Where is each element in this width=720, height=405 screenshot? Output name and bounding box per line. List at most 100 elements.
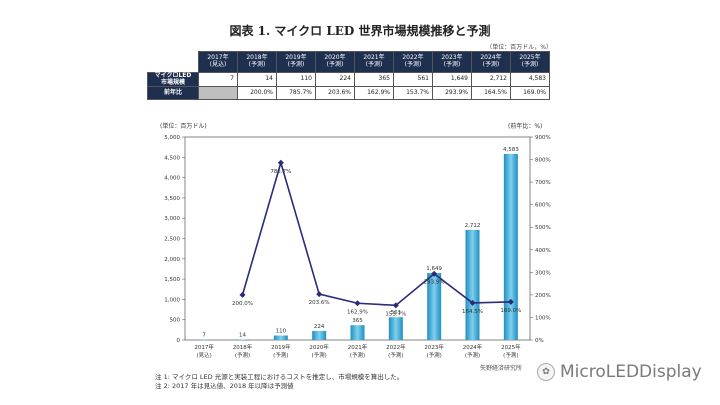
table-year-header: 2017年 (見込): [198, 51, 238, 73]
x-tick-label: 2020年: [309, 343, 329, 351]
wechat-icon: ✿: [537, 363, 555, 381]
y-right-axis-label: (前年比：%): [508, 122, 542, 130]
table-row: マイクロLED 市場規模 7 14 110 224 365 561 1,649 2,712 4,…: [147, 71, 550, 88]
yoy-point: [239, 291, 246, 298]
source-label: 矢野経済研究所: [480, 365, 523, 372]
table-year-header: 2018年 (予測): [237, 51, 277, 73]
x-tick-label: 2023年: [424, 343, 444, 351]
yoy-value-label: 153.7%: [385, 311, 406, 317]
table-cell-market: 1,649: [432, 71, 472, 88]
y-right-tick-label: 800%: [535, 158, 551, 164]
x-tick-sublabel: (予測): [388, 351, 403, 359]
x-tick-sublabel: (予測): [312, 351, 327, 359]
bar-value-label: 110: [276, 329, 287, 335]
yoy-point: [354, 300, 361, 307]
bar: [503, 153, 518, 340]
table-year-header: 2025年 (予測): [510, 51, 550, 73]
yoy-value-label: 162.9%: [347, 309, 368, 315]
bar-value-label: 561: [391, 310, 402, 316]
note-2: 注 2: 2017 年は見込値、2018 年以降は予測値: [155, 382, 294, 390]
y-left-tick-label: 5,000: [164, 135, 180, 141]
yoy-point: [277, 159, 284, 166]
table-header-row: 2017年 (見込) 2018年 (予測) 2019年 (予測) 2020年 (予測) 2021…: [147, 51, 550, 73]
x-tick-label: 2018年: [233, 343, 253, 351]
bar-value-label: 2,712: [465, 223, 481, 229]
y-left-axis-label: (単位：百万ドル): [160, 122, 207, 130]
yoy-value-label: 200.0%: [232, 301, 253, 307]
bar: [235, 339, 250, 340]
yoy-point: [469, 299, 476, 306]
bar-value-label: 14: [239, 332, 246, 338]
yoy-line: [241, 159, 511, 307]
bar-value-label: 224: [314, 324, 325, 330]
table-cell-market: 224: [315, 71, 355, 88]
y-right-tick-label: 100%: [535, 315, 551, 321]
y-left-tick-label: 4,000: [164, 176, 180, 182]
bar: [465, 229, 480, 340]
y-left-tick-label: 4,500: [164, 155, 180, 161]
row-label-yoy: 前年比: [147, 86, 199, 101]
x-tick-label: 2019年: [271, 343, 291, 351]
yoy-point: [392, 302, 399, 309]
y-right-tick-label: 900%: [535, 135, 551, 141]
bar: [388, 317, 403, 340]
x-tick-sublabel: (予測): [235, 351, 250, 359]
yoy-value-label: 785.7%: [270, 169, 291, 175]
bar-value-label: 4,583: [503, 147, 519, 153]
y-left-tick-label: 0: [177, 338, 181, 344]
yoy-value-label: 164.5%: [462, 309, 483, 315]
yoy-point: [507, 298, 514, 305]
bar: [350, 325, 365, 340]
watermark-text: MicroLEDDisplay: [560, 362, 702, 382]
x-tick-sublabel: (予測): [273, 351, 288, 359]
y-left-tick-label: 1,500: [164, 277, 180, 283]
y-right-tick-label: 0%: [535, 338, 544, 344]
table-year-header: 2020年 (予測): [315, 51, 355, 73]
row-label-market: マイクロLED 市場規模: [147, 71, 199, 88]
table-unit-label: （単位：百万ドル，%）: [486, 44, 552, 51]
bar: [312, 330, 327, 340]
table-cell-yoy: 293.9%: [432, 86, 472, 101]
y-right-tick-label: 500%: [535, 225, 551, 231]
x-tick-label: 2022年: [386, 343, 406, 351]
bar: [197, 339, 212, 341]
table-cell-yoy: [198, 86, 238, 101]
yoy-point: [316, 291, 323, 298]
yoy-point: [431, 270, 438, 277]
yoy-value-label: 169.0%: [500, 308, 521, 314]
y-left-tick-label: 2,000: [164, 257, 180, 263]
y-right-tick-label: 600%: [535, 203, 551, 209]
x-tick-label: 2024年: [463, 343, 483, 351]
bar: [273, 335, 288, 340]
table-year-header: 2019年 (予測): [276, 51, 316, 73]
data-table: 2017年 (見込) 2018年 (予測) 2019年 (予測) 2020年 (予測) 2021…: [147, 51, 550, 101]
y-left-tick-label: 2,500: [164, 237, 180, 243]
x-tick-sublabel: (見込): [197, 351, 212, 359]
y-right-tick-label: 200%: [535, 293, 551, 299]
note-1: 注 1: マイクロ LED 光源と実装工程におけるコストを推定し、市場規模を算出…: [155, 373, 404, 381]
x-tick-sublabel: (予測): [427, 351, 442, 359]
table-cell-yoy: 203.6%: [315, 86, 355, 101]
table-cell-yoy: 169.0%: [510, 86, 550, 101]
y-right-tick-label: 400%: [535, 248, 551, 254]
x-tick-label: 2017年: [194, 343, 214, 351]
y-left-tick-label: 3,500: [164, 196, 180, 202]
yoy-value-label: 203.6%: [309, 300, 330, 306]
bar-value-label: 365: [352, 318, 363, 324]
bar-value-label: 7: [202, 333, 206, 339]
chart-notes: 注 1: マイクロ LED 光源と実装工程におけるコストを推定し、市場規模を算出…: [155, 373, 403, 391]
watermark: ✿ MicroLEDDisplay: [537, 362, 702, 382]
y-left-tick-label: 500: [170, 318, 181, 324]
page-title: 図表 1. マイクロ LED 世界市場規模推移と予測: [229, 24, 491, 38]
y-right-tick-label: 300%: [535, 270, 551, 276]
table-cell-yoy: 785.7%: [276, 86, 316, 101]
bar-value-label: 1,649: [426, 266, 442, 272]
table-cell-market: 4,583: [510, 71, 550, 88]
x-tick-sublabel: (予測): [350, 351, 365, 359]
y-left-tick-label: 1,000: [164, 297, 180, 303]
x-tick-sublabel: (予測): [465, 351, 480, 359]
y-right-tick-label: 700%: [535, 180, 551, 186]
yoy-value-label: 293.9%: [424, 280, 445, 286]
table-row: 前年比 200.0% 785.7% 203.6% 162.9% 153.7% 293.9%…: [147, 86, 550, 101]
